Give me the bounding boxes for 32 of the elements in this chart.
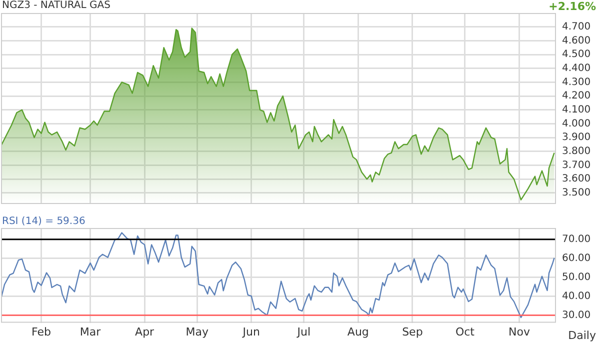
y-tick-label: 4.500 [562,49,591,60]
y-tick-label: 30.00 [562,310,591,321]
y-tick-label: 3.800 [562,146,591,157]
text: +2.16% [548,0,596,13]
x-tick-label: Aug [347,325,369,338]
y-tick-label: 70.00 [562,234,591,245]
x-tick-label: Feb [32,325,52,338]
y-tick-label: 4.400 [562,62,591,74]
y-tick-label: 4.100 [562,104,591,116]
y-tick-label: 3.500 [562,188,591,199]
y-tick-label: 50.00 [562,272,591,283]
y-tick-label: 4.200 [562,90,591,102]
text: Daily [568,329,596,342]
x-tick-label: Mar [80,325,102,338]
chart-title: NGZ3 - NATURAL GAS [2,0,110,12]
x-tick-label: Sep [402,325,423,338]
x-tick-label: Jul [296,325,311,338]
y-tick-label: 4.000 [562,118,591,130]
x-tick-label: Apr [135,325,155,338]
y-tick-label: 60.00 [562,252,591,264]
x-tick-label: May [186,325,209,338]
y-tick-label: 40.00 [562,290,591,302]
y-tick-label: 4.300 [562,76,591,88]
y-tick-label: 3.600 [562,174,591,185]
y-tick-label: 3.900 [562,132,591,144]
y-tick-label: 4.600 [562,35,591,46]
y-tick-label: 4.700 [562,21,591,32]
x-tick-label: Jun [242,325,260,338]
x-tick-label: Nov [508,325,530,338]
chart-title: RSI (14) = 59.36 [2,216,86,228]
x-tick-label: Oct [455,325,476,338]
y-tick-label: 3.700 [562,160,591,171]
